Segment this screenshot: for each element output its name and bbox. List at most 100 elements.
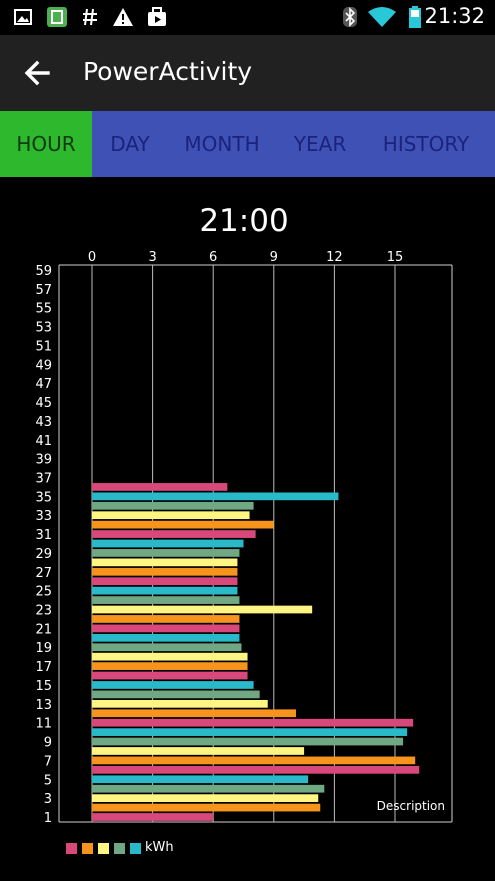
chart-bar: [92, 521, 274, 529]
chart-bar: [92, 691, 260, 699]
y-tick-label: 31: [35, 528, 52, 543]
y-tick-label: 23: [35, 604, 52, 619]
y-tick-label: 59: [35, 264, 52, 279]
chart-bar: [92, 785, 324, 793]
tab-month[interactable]: MONTH: [168, 111, 276, 177]
y-tick-label: 29: [35, 547, 52, 562]
y-tick-label: 17: [35, 660, 52, 675]
chart-bar: [92, 719, 413, 727]
x-tick-label: 3: [148, 250, 156, 265]
y-tick-label: 25: [35, 585, 52, 600]
chart-bar: [92, 804, 320, 812]
app-bar: PowerActivity: [0, 35, 495, 111]
y-tick-label: 11: [35, 717, 52, 732]
y-tick-label: 5: [44, 773, 52, 788]
chart-bar: [92, 577, 237, 585]
app-title: PowerActivity: [83, 57, 252, 86]
gallery-icon: [14, 6, 32, 28]
power-bar-chart: 0 3 6 9 12 1559575553514947454341393735333129…: [0, 245, 495, 835]
arrow-left-icon[interactable]: [20, 55, 56, 91]
y-tick-label: 13: [35, 698, 52, 713]
chart-description: Description: [377, 799, 445, 813]
chart-bar: [92, 757, 415, 765]
chart-bar: [92, 511, 250, 519]
chart-bar: [92, 558, 237, 566]
chart-bar: [92, 747, 304, 755]
y-tick-label: 35: [35, 490, 52, 505]
y-tick-label: 41: [35, 434, 52, 449]
y-tick-label: 55: [35, 302, 52, 317]
chart-title: 21:00: [0, 203, 488, 239]
x-tick-label: 6: [209, 250, 217, 265]
chart-bar: [92, 766, 419, 774]
legend-swatch: [130, 843, 141, 854]
y-tick-label: 19: [35, 641, 52, 656]
tab-day[interactable]: DAY: [92, 111, 168, 177]
chart-bar: [92, 775, 308, 783]
y-tick-label: 47: [35, 377, 52, 392]
chart-bar: [92, 700, 268, 708]
chart-bar: [92, 662, 248, 670]
bluetooth-icon: [342, 6, 358, 28]
chart-bar: [92, 728, 407, 736]
y-tick-label: 37: [35, 471, 52, 486]
warning-icon: [112, 6, 134, 28]
y-tick-label: 15: [35, 679, 52, 694]
chart-bar: [92, 794, 318, 802]
chart-bar: [92, 502, 254, 510]
chart-bar: [92, 615, 239, 623]
y-tick-label: 39: [35, 453, 52, 468]
chart-bar: [92, 634, 239, 642]
battery-icon: [408, 6, 422, 28]
chart-bar: [92, 625, 239, 633]
chart-bar: [92, 672, 248, 680]
chart-bar: [92, 549, 239, 557]
legend-swatch: [82, 843, 93, 854]
chart-bar: [92, 596, 239, 604]
tab-history[interactable]: HISTORY: [364, 111, 488, 177]
y-tick-label: 49: [35, 358, 52, 373]
y-tick-label: 43: [35, 415, 52, 430]
y-tick-label: 45: [35, 396, 52, 411]
y-tick-label: 33: [35, 509, 52, 524]
chart-bar: [92, 483, 227, 491]
chart-bar: [92, 681, 254, 689]
y-tick-label: 21: [35, 622, 52, 637]
hash-icon: [82, 6, 98, 28]
chart-bar: [92, 540, 244, 548]
x-tick-label: 15: [387, 250, 404, 265]
status-bar: 21:32: [0, 0, 495, 35]
y-tick-label: 51: [35, 339, 52, 354]
chart-bar: [92, 738, 403, 746]
chart-bar: [92, 568, 237, 576]
chart-bar: [92, 492, 338, 500]
x-tick-label: 9: [270, 250, 278, 265]
y-tick-label: 57: [35, 283, 52, 298]
tab-year[interactable]: YEAR: [276, 111, 364, 177]
tab-hour[interactable]: HOUR: [0, 111, 92, 177]
x-tick-label: 12: [326, 250, 343, 265]
y-tick-label: 27: [35, 566, 52, 581]
chart-bar: [92, 653, 248, 661]
app-icon: [46, 6, 68, 28]
chart-bar: [92, 587, 237, 595]
tab-bar: HOUR DAY MONTH YEAR HISTORY: [0, 111, 495, 177]
chart-bar: [92, 606, 312, 614]
chart-bar: [92, 813, 213, 821]
wifi-icon: [367, 6, 397, 28]
y-tick-label: 53: [35, 321, 52, 336]
y-tick-label: 9: [44, 736, 52, 751]
chart-bar: [92, 643, 241, 651]
y-tick-label: 3: [44, 792, 52, 807]
x-tick-label: 0: [88, 250, 96, 265]
legend-swatch: [98, 843, 109, 854]
legend-swatch: [66, 843, 77, 854]
bag-icon: [146, 6, 168, 28]
y-tick-label: 7: [44, 754, 52, 769]
status-time: 21:32: [424, 4, 485, 28]
chart-bar: [92, 709, 296, 717]
legend-label: kWh: [145, 840, 174, 855]
legend-swatch: [114, 843, 125, 854]
y-tick-label: 1: [44, 811, 52, 826]
chart-bar: [92, 530, 256, 538]
